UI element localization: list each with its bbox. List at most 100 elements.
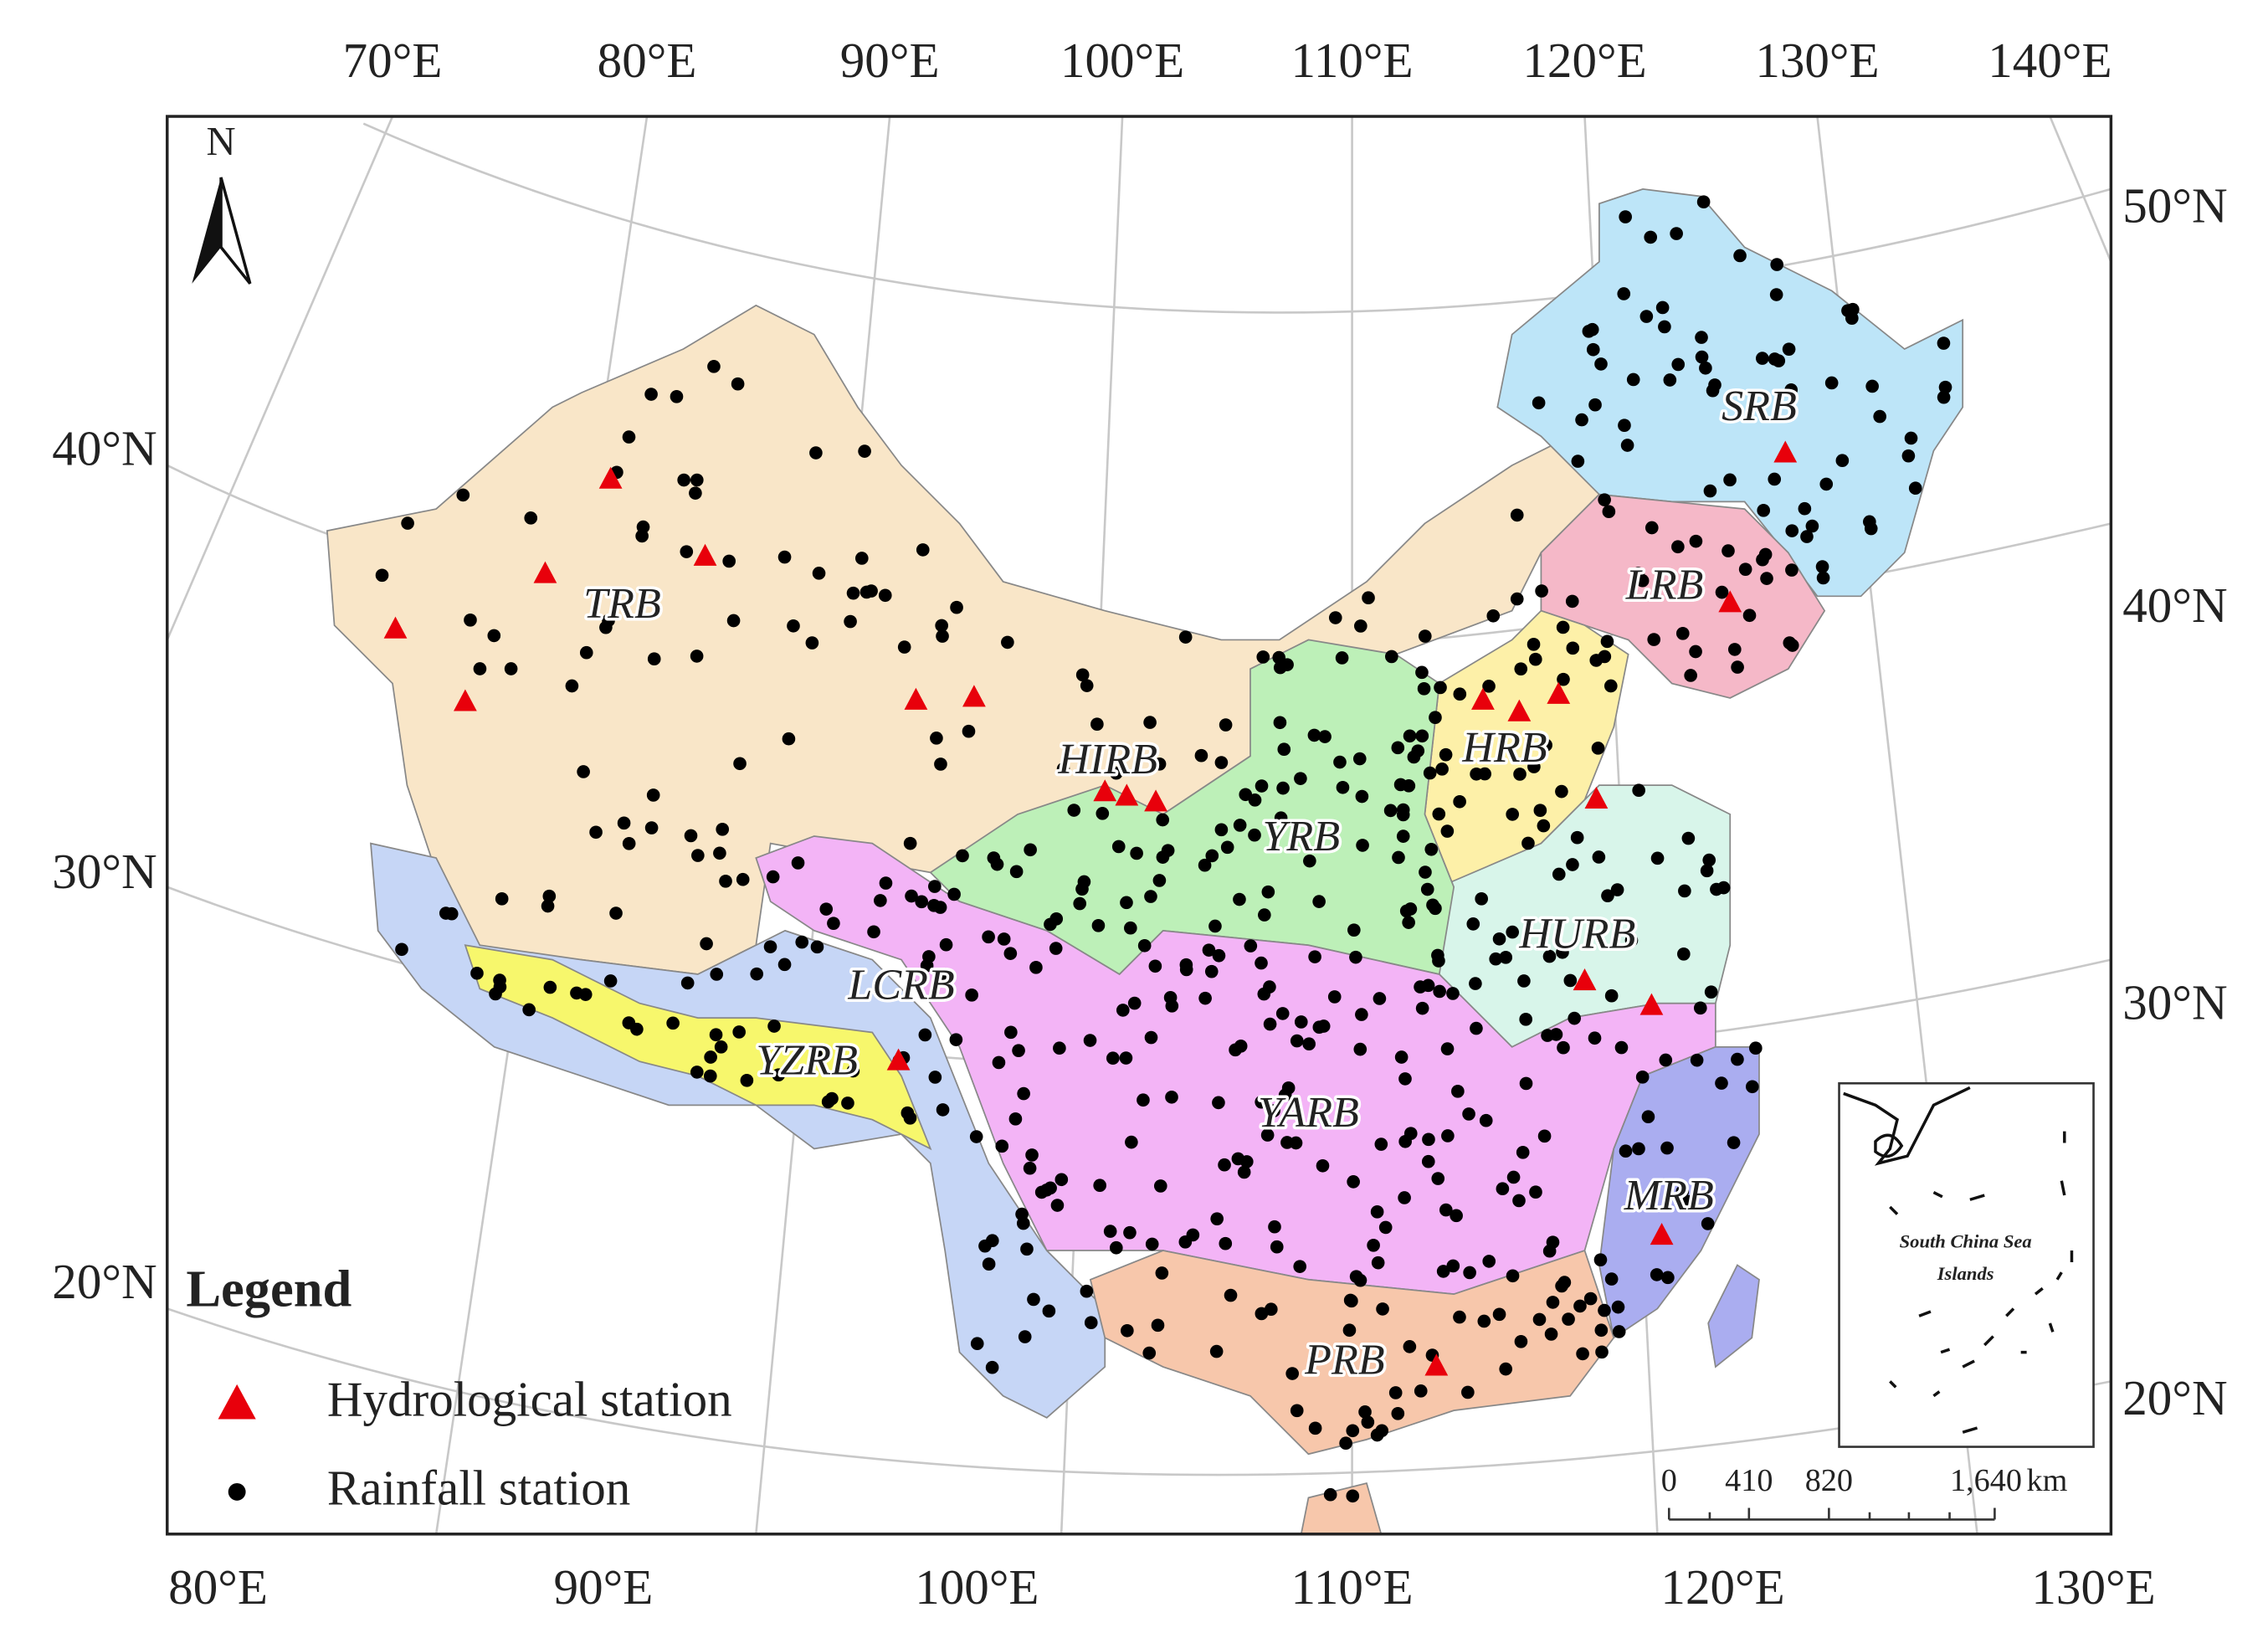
- rainfall-station: [1349, 950, 1362, 964]
- rainfall-station: [1042, 1304, 1056, 1318]
- rainfall-station: [1506, 808, 1520, 821]
- map-frame: [166, 115, 2113, 1536]
- rainfall-station: [680, 976, 695, 990]
- hydrological-station: [598, 466, 623, 489]
- rainfall-station: [1506, 1170, 1521, 1184]
- rainfall-station: [1001, 635, 1014, 650]
- rainfall-station: [1678, 884, 1691, 898]
- rainfall-station: [1156, 850, 1170, 864]
- rainfall-station: [713, 846, 726, 860]
- rainfall-station: [1453, 794, 1466, 809]
- longitude-label: 100°E: [915, 1559, 1039, 1615]
- rainfall-station: [1772, 354, 1786, 367]
- rainfall-station: [1426, 898, 1439, 912]
- rainfall-station: [1383, 804, 1398, 818]
- rainfall-station: [1749, 1041, 1763, 1055]
- rainfall-station: [1327, 990, 1342, 1004]
- rainfall-station: [1308, 950, 1321, 963]
- longitude-label: 130°E: [1755, 33, 1879, 88]
- rainfall-station: [1583, 1292, 1598, 1306]
- rainfall-station: [969, 1130, 983, 1143]
- rainfall-station: [1701, 1217, 1715, 1230]
- rainfall-station: [684, 829, 698, 843]
- rainfall-station: [726, 614, 741, 628]
- rainfall-station: [1440, 1042, 1455, 1055]
- north-arrow: [219, 177, 252, 285]
- rainfall-station: [1650, 1268, 1664, 1281]
- rainfall-station: [1527, 760, 1541, 773]
- rainfall-station: [1544, 1327, 1558, 1341]
- rainfall-station: [1403, 729, 1417, 743]
- rainfall-station: [809, 1047, 823, 1061]
- rainfall-station: [949, 1033, 963, 1046]
- rainfall-station: [1462, 1107, 1475, 1121]
- rainfall-station: [1155, 1266, 1169, 1280]
- rainfall-station: [1624, 933, 1639, 947]
- rainfall-station: [1689, 534, 1703, 548]
- rainfall-station: [809, 446, 823, 460]
- rainfall-station: [1731, 660, 1744, 674]
- longitude-label: 70°E: [343, 33, 443, 88]
- rainfall-station: [1111, 840, 1126, 854]
- rainfall-station: [1008, 1112, 1023, 1126]
- rainfall-station: [1202, 943, 1216, 957]
- longitude-label: 80°E: [168, 1559, 268, 1615]
- rainfall-station: [927, 898, 941, 912]
- rainfall-station: [1620, 439, 1634, 452]
- rainfall-station: [1109, 766, 1123, 780]
- hydrological-station: [454, 689, 477, 711]
- scale-label: 410: [1725, 1463, 1773, 1498]
- rainfall-station: [646, 788, 660, 802]
- rainfall-station: [1178, 630, 1193, 644]
- rainfall-station: [1514, 662, 1528, 675]
- rainfall-station: [819, 902, 834, 916]
- rainfall-station: [690, 650, 704, 663]
- rainfall-station: [1727, 1136, 1741, 1149]
- rainfall-station: [812, 567, 826, 580]
- rainfall-station: [1163, 990, 1178, 1004]
- longitude-label: 80°E: [598, 33, 697, 88]
- rainfall-station: [766, 870, 780, 884]
- rainfall-station: [375, 568, 389, 583]
- basin-label: HIRB: [1057, 736, 1157, 783]
- rainfall-station: [1218, 1158, 1231, 1172]
- rainfall-station: [827, 917, 840, 930]
- rainfall-station: [1446, 987, 1460, 1000]
- rainfall-station: [1684, 669, 1697, 682]
- rainfall-station: [1084, 1316, 1098, 1330]
- longitude-label: 90°E: [840, 33, 940, 88]
- rainfall-station: [1346, 1424, 1360, 1438]
- rainfall-station: [1566, 858, 1579, 871]
- rainfall-station: [1864, 521, 1878, 536]
- rainfall-station: [1342, 1323, 1357, 1338]
- rainfall-station: [1835, 454, 1850, 468]
- rainfall-station: [1276, 781, 1290, 795]
- rainfall-station: [1461, 1385, 1475, 1399]
- rainfall-station: [844, 614, 857, 629]
- rainfall-station: [1415, 665, 1429, 680]
- rainfall-station: [1466, 917, 1480, 931]
- rainfall-station: [1782, 342, 1796, 356]
- rainfall-station: [901, 1106, 915, 1120]
- rainfall-station: [1415, 729, 1429, 743]
- parallel: [362, 122, 2111, 314]
- rainfall-station: [1689, 644, 1702, 659]
- rainfall-station: [493, 980, 507, 994]
- scale-unit: km: [2027, 1463, 2068, 1498]
- rainfall-station: [767, 1019, 781, 1033]
- rainfall-station: [791, 856, 805, 870]
- rainfall-station: [1214, 823, 1229, 837]
- longitude-label: 110°E: [1291, 33, 1414, 88]
- labels: 70°E 80°E 90°E 100°E 110°E 120°E 130°E 140°E 80°…: [52, 33, 2227, 1615]
- rainfall-station: [1715, 585, 1729, 599]
- rainfall-station: [1275, 1007, 1290, 1020]
- rainfall-station: [1482, 680, 1496, 693]
- rainfall-station: [930, 732, 943, 745]
- rainfall-station: [1403, 1127, 1418, 1141]
- rainfall-station: [635, 529, 649, 543]
- rainfall-station: [1156, 813, 1170, 827]
- rainfall-station: [1555, 1279, 1568, 1293]
- rainfall-station: [401, 516, 414, 530]
- rainfall-station: [1123, 1225, 1137, 1240]
- rainfall-station: [495, 892, 509, 906]
